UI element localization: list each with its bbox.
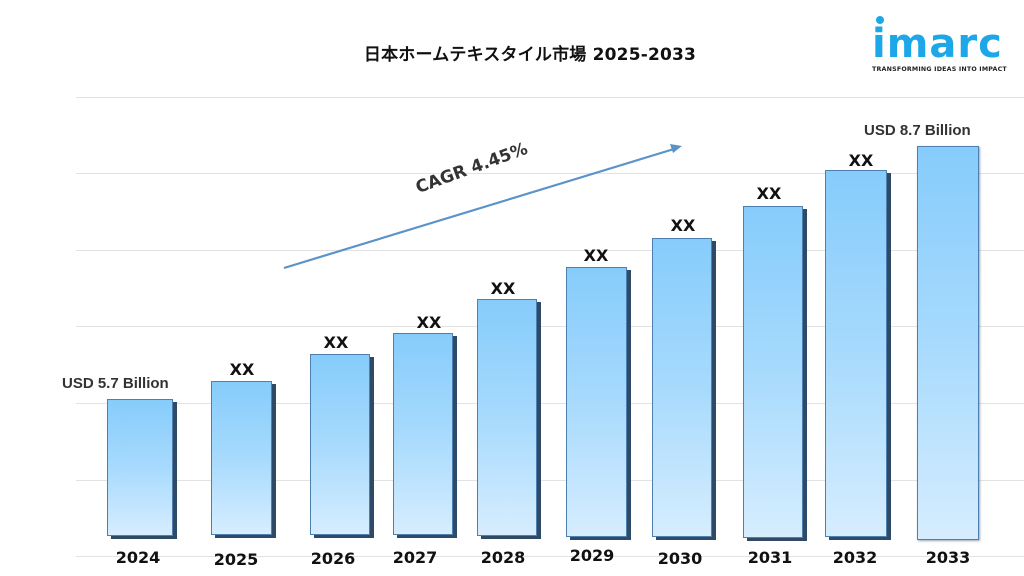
x-tick-2027: 2027 bbox=[392, 548, 438, 567]
x-tick-2029: 2029 bbox=[569, 546, 615, 565]
bar-2027 bbox=[393, 333, 453, 535]
gridline bbox=[76, 97, 1024, 98]
bar-2031 bbox=[743, 206, 803, 538]
bar-2033 bbox=[917, 146, 979, 540]
bar-2028 bbox=[477, 299, 537, 536]
logo-dot-icon bbox=[876, 16, 884, 24]
gridline bbox=[76, 326, 1024, 327]
chart-title: 日本ホームテキスタイル市場 2025-2033 bbox=[363, 45, 697, 65]
value-label-2026: XX bbox=[323, 333, 349, 352]
x-tick-2024: 2024 bbox=[115, 548, 161, 567]
value-label-2029: XX bbox=[583, 246, 609, 265]
bar-2024 bbox=[107, 399, 173, 536]
cagr-label: CAGR 4.45% bbox=[413, 138, 531, 198]
gridline bbox=[76, 556, 1024, 557]
imarc-logo: imarc TRANSFORMING IDEAS INTO IMPACT bbox=[866, 14, 1016, 76]
x-tick-2032: 2032 bbox=[832, 548, 878, 567]
x-tick-2030: 2030 bbox=[657, 549, 703, 568]
value-label-2027: XX bbox=[416, 313, 442, 332]
value-label-2032: XX bbox=[848, 151, 874, 170]
bar-2025 bbox=[211, 381, 272, 535]
x-tick-2025: 2025 bbox=[213, 550, 259, 569]
gridline bbox=[76, 480, 1024, 481]
bar-2026 bbox=[310, 354, 370, 535]
x-tick-2028: 2028 bbox=[480, 548, 526, 567]
value-label-2033: USD 8.7 Billion bbox=[864, 122, 971, 139]
logo-tagline: TRANSFORMING IDEAS INTO IMPACT bbox=[872, 66, 1007, 73]
gridline bbox=[76, 403, 1024, 404]
value-label-2024: USD 5.7 Billion bbox=[62, 375, 169, 392]
value-label-2030: XX bbox=[670, 216, 696, 235]
bar-2030 bbox=[652, 238, 712, 537]
x-tick-2033: 2033 bbox=[925, 548, 971, 567]
value-label-2028: XX bbox=[490, 279, 516, 298]
logo-wordmark: imarc bbox=[872, 21, 1003, 67]
x-tick-2026: 2026 bbox=[310, 549, 356, 568]
bar-2029 bbox=[566, 267, 627, 537]
value-label-2025: XX bbox=[229, 360, 255, 379]
x-tick-2031: 2031 bbox=[747, 548, 793, 567]
value-label-2031: XX bbox=[756, 184, 782, 203]
bar-2032 bbox=[825, 170, 887, 537]
